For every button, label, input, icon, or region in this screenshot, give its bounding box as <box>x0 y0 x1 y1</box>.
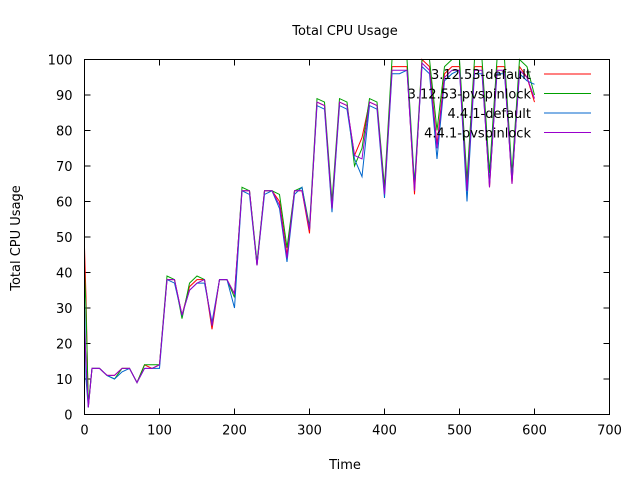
y-tick-label-4: 40 <box>56 267 73 282</box>
y-tick-label-1: 10 <box>56 373 73 388</box>
y-tick-label-7: 70 <box>56 160 73 175</box>
legend-label-3: 4.4.1-pvspinlock <box>424 127 531 142</box>
plot-frame <box>84 59 610 415</box>
axis-ticks: 0 100 200 300 400 500 600 700 0 10 20 30 40 50 60 70 80 9… <box>48 54 622 439</box>
legend-label-0: 3.12.53-default <box>431 68 531 83</box>
x-tick-label-3: 300 <box>297 424 322 439</box>
y-axis-label: Total CPU Usage <box>9 185 24 292</box>
legend-label-2: 4.4.1-default <box>447 107 531 122</box>
x-tick-label-0: 0 <box>80 424 88 439</box>
y-tick-label-3: 30 <box>56 302 73 317</box>
series-line-3 <box>84 61 535 408</box>
y-tick-label-10: 100 <box>48 54 73 69</box>
y-tick-label-8: 80 <box>56 125 73 140</box>
legend: 3.12.53-default 3.12.53-pvspinlock 4.4.1-d… <box>408 68 591 142</box>
legend-label-1: 3.12.53-pvspinlock <box>408 88 532 103</box>
x-axis-label: Time <box>328 458 361 473</box>
x-tick-label-4: 400 <box>372 424 397 439</box>
x-tick-label-5: 500 <box>447 424 472 439</box>
y-tick-label-2: 20 <box>56 338 73 353</box>
x-tick-label-7: 700 <box>597 424 622 439</box>
x-tick-label-1: 100 <box>147 424 172 439</box>
y-tick-label-5: 50 <box>56 231 73 246</box>
x-tick-label-2: 200 <box>222 424 247 439</box>
chart-title: Total CPU Usage <box>291 24 398 39</box>
y-tick-label-0: 0 <box>64 409 72 424</box>
x-tick-label-6: 600 <box>522 424 547 439</box>
y-tick-label-9: 90 <box>56 89 73 104</box>
y-tick-label-6: 60 <box>56 196 73 211</box>
